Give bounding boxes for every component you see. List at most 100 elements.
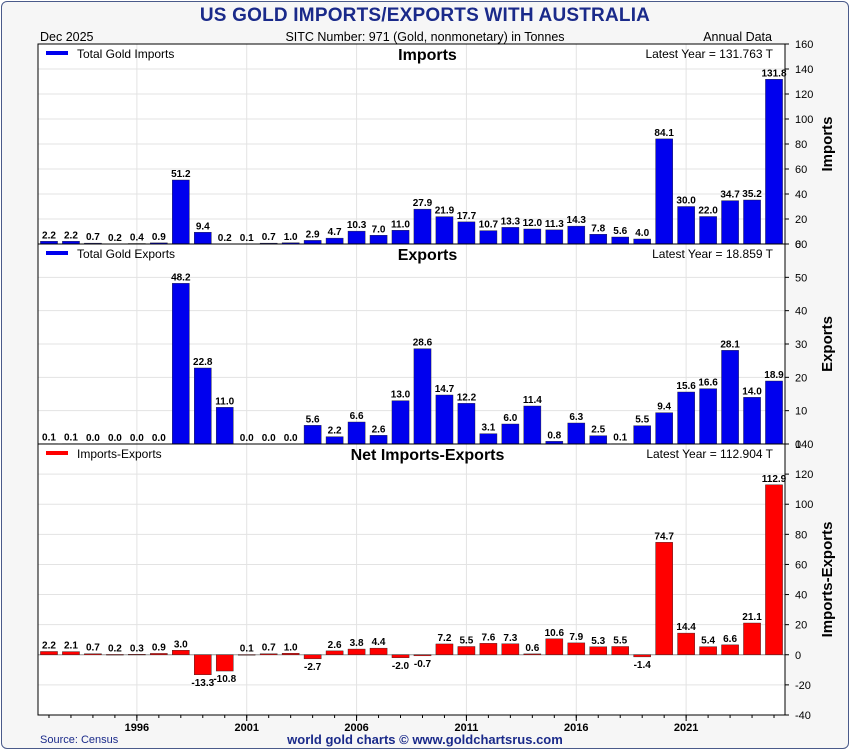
exports-value-label: 11.0 xyxy=(215,396,234,407)
net-value-label: 112.9 xyxy=(762,474,787,485)
imports-value-label: 9.4 xyxy=(196,221,210,232)
net-bar xyxy=(106,654,124,656)
imports-value-label: 0.7 xyxy=(86,232,100,243)
net-bar xyxy=(545,638,564,655)
net-y-tick-label: -40 xyxy=(795,710,811,722)
net-bar xyxy=(215,654,234,672)
net-plot-area xyxy=(38,444,785,715)
sitc-description: SITC Number: 971 (Gold, nonmonetary) in … xyxy=(285,30,565,44)
imports-y-tick-label: 0 xyxy=(795,239,801,251)
exports-bar xyxy=(479,433,498,445)
exports-bar xyxy=(172,283,190,445)
credit-label: world gold charts © www.goldchartsrus.co… xyxy=(287,732,563,747)
data-frequency: Annual Data xyxy=(703,30,772,44)
imports-bar xyxy=(501,227,520,245)
net-value-label: 5.3 xyxy=(591,636,605,647)
imports-y-tick-label: 40 xyxy=(795,189,807,201)
exports-value-label: 15.6 xyxy=(676,381,696,392)
net-bar xyxy=(325,650,344,655)
imports-y-tick-label: 120 xyxy=(795,89,813,101)
net-value-label: 2.2 xyxy=(42,640,56,651)
exports-value-label: 2.2 xyxy=(328,426,342,437)
exports-value-label: 11.4 xyxy=(523,395,542,406)
net-y-tick-label: 80 xyxy=(795,529,807,541)
exports-value-label: 16.6 xyxy=(698,378,718,389)
exports-value-label: 9.4 xyxy=(657,402,671,413)
imports-bar xyxy=(765,79,783,245)
net-bar xyxy=(435,643,454,655)
exports-value-label: 28.6 xyxy=(413,338,433,349)
imports-panel xyxy=(37,43,789,245)
imports-bar xyxy=(567,225,586,245)
exports-bar xyxy=(347,421,366,445)
imports-value-label: 0.9 xyxy=(152,232,166,243)
imports-bar xyxy=(347,230,366,245)
imports-value-label: 4.7 xyxy=(328,227,342,238)
exports-bar xyxy=(589,435,608,445)
imports-value-label: 0.1 xyxy=(240,233,254,244)
net-bar xyxy=(391,654,410,658)
net-bar xyxy=(369,647,388,655)
exports-value-label: 14.7 xyxy=(435,384,455,395)
exports-bar xyxy=(501,423,520,445)
exports-bar xyxy=(655,412,673,445)
imports-bar xyxy=(633,238,651,245)
exports-value-label: 14.0 xyxy=(742,386,762,397)
x-tick-label: 2001 xyxy=(234,722,258,734)
exports-bar xyxy=(194,367,212,445)
exports-value-label: 0.0 xyxy=(262,433,276,444)
imports-value-label: 84.1 xyxy=(654,128,674,139)
page-title: US GOLD IMPORTS/EXPORTS WITH AUSTRALIA xyxy=(199,5,651,26)
net-value-label: 10.6 xyxy=(545,628,565,639)
net-value-label: -2.0 xyxy=(392,661,410,672)
x-tick-label: 2021 xyxy=(674,722,698,734)
net-bar xyxy=(172,650,190,655)
imports-y-tick-label: 20 xyxy=(795,214,807,226)
imports-y-tick-label: 60 xyxy=(795,164,807,176)
imports-value-label: 0.2 xyxy=(218,233,232,244)
imports-bar xyxy=(325,237,344,245)
exports-value-label: 0.0 xyxy=(152,433,166,444)
net-value-label: 0.6 xyxy=(525,643,539,654)
imports-value-label: 7.8 xyxy=(591,223,605,234)
net-bar xyxy=(62,651,80,655)
net-value-label: 5.5 xyxy=(459,635,473,646)
exports-value-label: 5.6 xyxy=(306,414,320,425)
net-value-label: 0.7 xyxy=(86,643,100,654)
imports-bar xyxy=(303,240,322,245)
net-value-label: 3.8 xyxy=(350,638,364,649)
net-value-label: -1.4 xyxy=(634,660,652,671)
net-y-tick-label: 60 xyxy=(795,559,807,571)
exports-bar xyxy=(369,435,388,445)
imports-value-label: 10.3 xyxy=(347,220,367,231)
imports-value-label: 5.6 xyxy=(613,226,627,237)
net-value-label: 6.6 xyxy=(723,634,737,645)
net-value-label: 7.2 xyxy=(438,633,452,644)
x-tick-label: 2011 xyxy=(454,722,478,734)
net-bar xyxy=(303,654,322,660)
exports-panel-title: Exports xyxy=(398,247,458,264)
exports-value-label: 0.0 xyxy=(108,433,122,444)
imports-value-label: 1.0 xyxy=(284,232,298,243)
imports-panel-title: Imports xyxy=(398,47,457,64)
imports-bar xyxy=(611,236,629,245)
imports-bar xyxy=(721,200,739,245)
source-label: Source: Census xyxy=(40,734,119,746)
exports-y-tick-label: 20 xyxy=(795,372,807,384)
imports-value-label: 11.0 xyxy=(391,219,410,230)
imports-value-label: 2.2 xyxy=(42,230,56,241)
net-value-label: 0.1 xyxy=(240,644,254,655)
imports-bar xyxy=(743,199,761,245)
exports-bar xyxy=(677,391,695,445)
imports-latest-label: Latest Year = 131.763 T xyxy=(645,47,773,61)
exports-bar xyxy=(457,403,476,445)
exports-value-label: 6.3 xyxy=(569,412,583,423)
exports-y-tick-label: 10 xyxy=(795,406,807,418)
x-tick-label: 1996 xyxy=(125,722,149,734)
net-y-tick-label: 20 xyxy=(795,620,807,632)
imports-bar xyxy=(435,216,454,245)
imports-value-label: 2.9 xyxy=(306,229,320,240)
imports-y-tick-label: 80 xyxy=(795,139,807,151)
net-value-label: 74.7 xyxy=(654,531,674,542)
imports-value-label: 11.3 xyxy=(545,219,564,230)
